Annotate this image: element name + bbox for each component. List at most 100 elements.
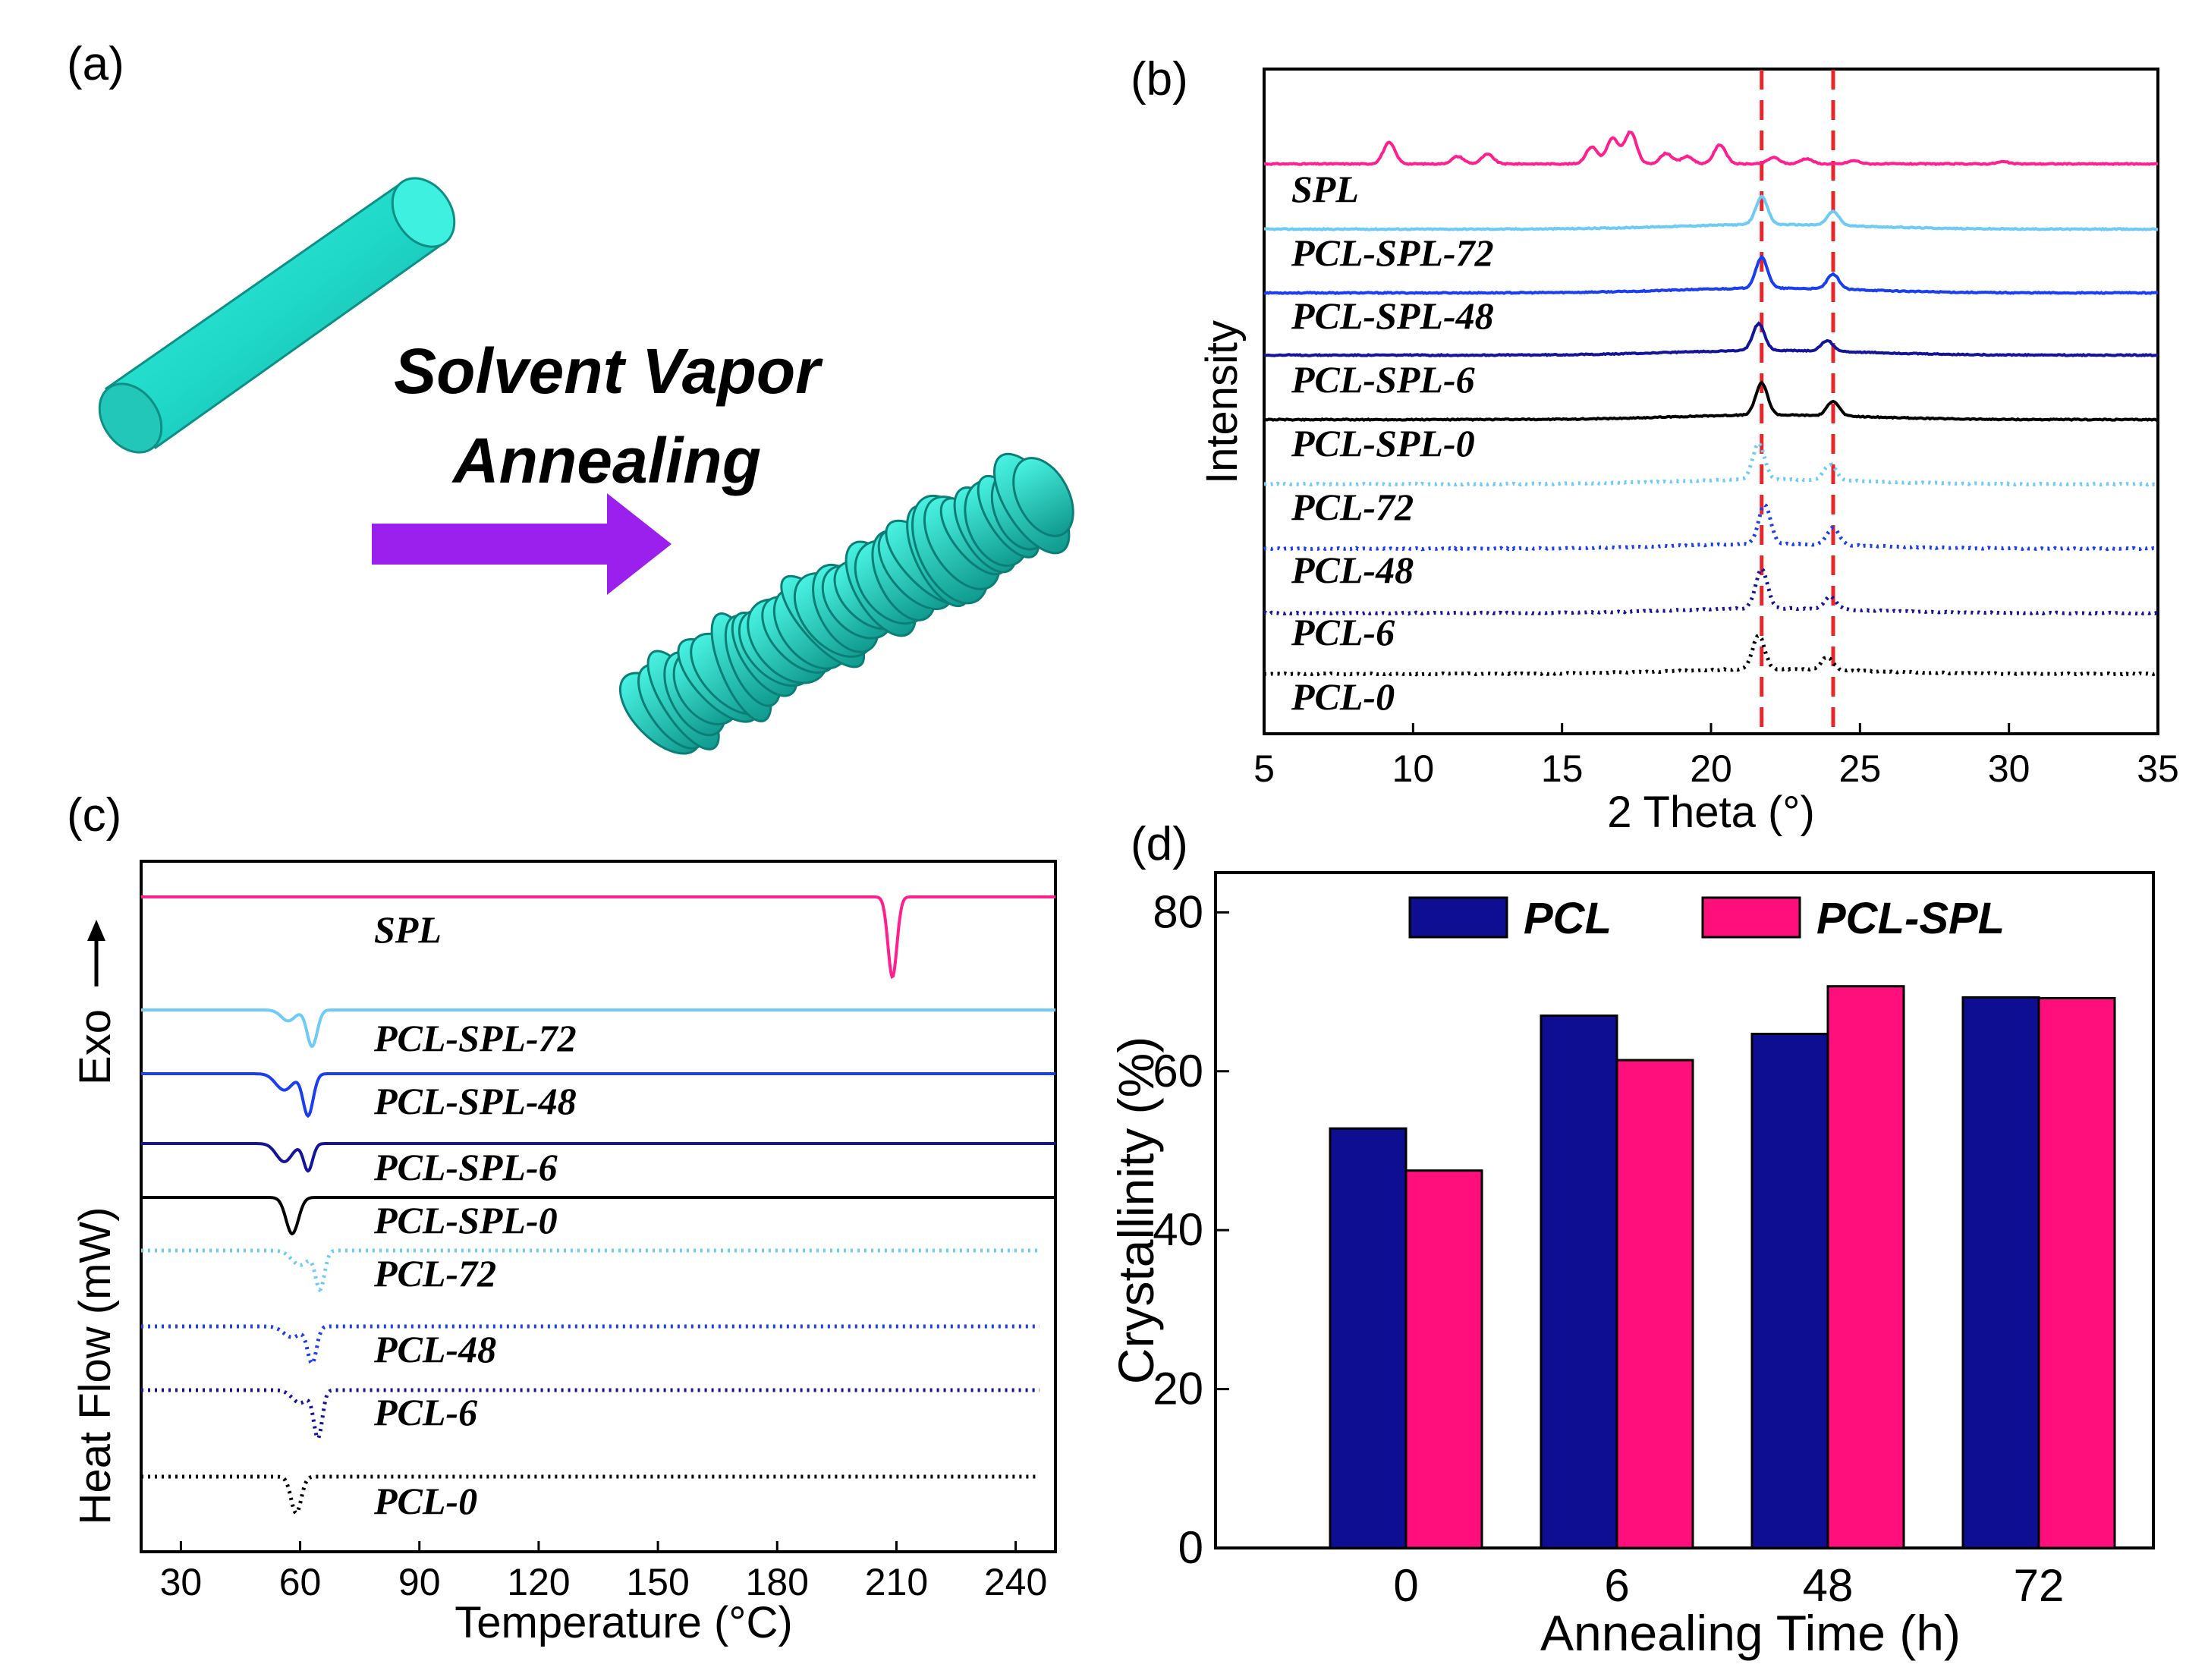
xrd-plot-frame xyxy=(1263,68,2159,735)
xrd-curve-pcl-48 xyxy=(1263,502,2159,552)
xrd-curve-pcl-spl-48 xyxy=(1263,254,2159,295)
dsc-curve-pcl-6 xyxy=(141,1388,1040,1441)
xrd-series-label: PCL-SPL-6 xyxy=(1291,358,1475,401)
dsc-series-label: PCL-72 xyxy=(373,1252,496,1295)
bar-y-tick-label: 80 xyxy=(1153,886,1203,937)
bar-pcl-0 xyxy=(1329,1127,1408,1549)
exo-up-arrow-icon xyxy=(87,920,105,986)
annealing-caption-line2: Annealing xyxy=(451,425,761,496)
panel-b: (b) 5 10 15 20 25 30 35 SPL PCL-SPL-72 PCL-SPL-4… xyxy=(1131,53,2179,837)
dsc-curve-pcl-48 xyxy=(141,1324,1040,1367)
dsc-tick-label: 120 xyxy=(507,1561,570,1603)
panel-a-label: (a) xyxy=(67,38,124,90)
dsc-series-label: PCL-SPL-6 xyxy=(373,1146,558,1188)
dsc-tick-label: 90 xyxy=(398,1561,441,1603)
dsc-tick-label: 180 xyxy=(746,1561,809,1603)
bar-x-axis: 0 6 48 72 xyxy=(1393,1536,2064,1611)
xrd-series-group: SPL PCL-SPL-72 PCL-SPL-48 PCL-SPL-6 PCL-SPL-… xyxy=(1263,130,2159,718)
dsc-curve-pcl-spl-48 xyxy=(141,1072,1055,1118)
dsc-tick-label: 240 xyxy=(984,1561,1047,1603)
xrd-curve-pcl-spl-72 xyxy=(1263,194,2159,231)
xrd-series-label: PCL-0 xyxy=(1291,675,1395,718)
bar-x-axis-title: Annealing Time (h) xyxy=(1540,1605,1961,1661)
xrd-curve-pcl-spl-0 xyxy=(1263,380,2159,422)
xrd-series-label: SPL xyxy=(1291,168,1359,210)
xrd-tick-label: 15 xyxy=(1541,747,1584,790)
dsc-series-label: PCL-SPL-0 xyxy=(373,1199,558,1241)
bar-pcl-spl-0 xyxy=(1404,1169,1483,1549)
smooth-rod-illustration xyxy=(98,177,456,454)
legend-label-pcl: PCL xyxy=(1524,894,1612,943)
xrd-series-label: PCL-SPL-72 xyxy=(1291,231,1494,274)
bar-pcl-spl-72 xyxy=(2037,996,2116,1549)
dsc-plot-frame xyxy=(140,860,1057,1553)
xrd-curve-pcl-spl-6 xyxy=(1263,321,2159,358)
bar-pcl-48 xyxy=(1750,1033,1829,1549)
dsc-tick-label: 60 xyxy=(279,1561,322,1603)
xrd-tick-label: 30 xyxy=(1988,747,2030,790)
xrd-series-label: PCL-48 xyxy=(1291,549,1414,591)
xrd-tick-label: 10 xyxy=(1392,747,1435,790)
bar-y-axis: 0 20 40 60 80 xyxy=(1153,886,1229,1573)
bar-pcl-6 xyxy=(1540,1014,1618,1549)
panel-c-label: (c) xyxy=(67,789,121,842)
bar-x-tick-label: 48 xyxy=(1803,1560,1854,1611)
dsc-curve-pcl-spl-72 xyxy=(141,1008,1055,1048)
panel-c: (c) 30 60 90 120 150 180 210 240 SPL PCL-SPL-72 P… xyxy=(67,789,1057,1647)
exo-label: Exo xyxy=(71,1009,120,1085)
bar-pcl-spl-6 xyxy=(1615,1059,1694,1549)
legend-swatch-pcl-spl xyxy=(1701,896,1801,939)
dsc-curve-spl xyxy=(141,895,1055,980)
bar-y-tick-label: 60 xyxy=(1153,1046,1203,1096)
dsc-series-label: PCL-6 xyxy=(373,1391,477,1433)
xrd-curve-pcl-0 xyxy=(1263,633,2159,677)
xrd-curve-pcl-6 xyxy=(1263,565,2159,616)
legend-swatch-pcl xyxy=(1408,896,1508,939)
process-arrow xyxy=(372,493,672,595)
dsc-y-axis-title: Heat Flow (mW) xyxy=(71,1207,120,1525)
xrd-reference-lines xyxy=(1760,70,1835,733)
panel-d-label: (d) xyxy=(1131,818,1188,870)
annealing-caption-line1: Solvent Vapor xyxy=(394,335,823,407)
dsc-series-label: PCL-0 xyxy=(373,1480,477,1522)
xrd-series-label: PCL-72 xyxy=(1291,486,1414,528)
dsc-tick-label: 210 xyxy=(865,1561,928,1603)
bar-legend: PCL PCL-SPL xyxy=(1408,894,2005,943)
legend-label-pcl-spl: PCL-SPL xyxy=(1816,894,2005,943)
xrd-curve-spl xyxy=(1263,130,2159,167)
dsc-curve-pcl-0 xyxy=(141,1474,1040,1516)
xrd-series-label: PCL-SPL-0 xyxy=(1291,422,1475,464)
bar-x-tick-label: 72 xyxy=(2014,1560,2065,1611)
lamellar-rod-illustration xyxy=(618,452,1074,755)
dsc-series-label: SPL xyxy=(374,908,442,951)
dsc-x-axis: 30 60 90 120 150 180 210 240 xyxy=(160,1541,1047,1603)
dsc-curve-pcl-spl-6 xyxy=(141,1142,1055,1173)
dsc-series-label: PCL-SPL-48 xyxy=(373,1080,577,1122)
bar-y-tick-label: 0 xyxy=(1178,1522,1203,1573)
dsc-series-label: PCL-SPL-72 xyxy=(373,1017,577,1059)
panel-d: (d) 0 20 40 60 80 0 6 48 72 PCL PCL-SPL Annealin… xyxy=(1108,818,2155,1661)
xrd-series-label: PCL-6 xyxy=(1291,611,1395,653)
xrd-tick-label: 5 xyxy=(1253,747,1275,790)
xrd-x-axis-title: 2 Theta (°) xyxy=(1607,788,1815,837)
xrd-tick-label: 20 xyxy=(1690,747,1732,790)
panel-a: (a) Solvent Vapor Annealing xyxy=(67,38,1074,755)
bar-pcl-spl-48 xyxy=(1826,985,1905,1549)
bar-x-tick-label: 0 xyxy=(1393,1560,1418,1611)
xrd-tick-label: 25 xyxy=(1839,747,1882,790)
bar-y-tick-label: 40 xyxy=(1153,1204,1203,1255)
xrd-tick-label: 35 xyxy=(2137,747,2179,790)
bar-series-group xyxy=(1329,985,2116,1549)
xrd-y-axis-title: Intensity xyxy=(1197,320,1247,484)
bar-y-tick-label: 20 xyxy=(1153,1364,1203,1414)
dsc-x-axis-title: Temperature (°C) xyxy=(454,1598,792,1647)
bar-x-tick-label: 6 xyxy=(1604,1560,1629,1611)
xrd-series-label: PCL-SPL-48 xyxy=(1291,294,1494,337)
dsc-curve-pcl-spl-0 xyxy=(141,1196,1055,1236)
dsc-series-label: PCL-48 xyxy=(373,1328,496,1370)
dsc-tick-label: 150 xyxy=(626,1561,689,1603)
bar-y-axis-title: Crystallinity (%) xyxy=(1108,1037,1164,1384)
dsc-curve-pcl-72 xyxy=(141,1248,1040,1292)
dsc-series-group: SPL PCL-SPL-72 PCL-SPL-48 PCL-SPL-6 PCL-SPL-… xyxy=(141,895,1055,1522)
